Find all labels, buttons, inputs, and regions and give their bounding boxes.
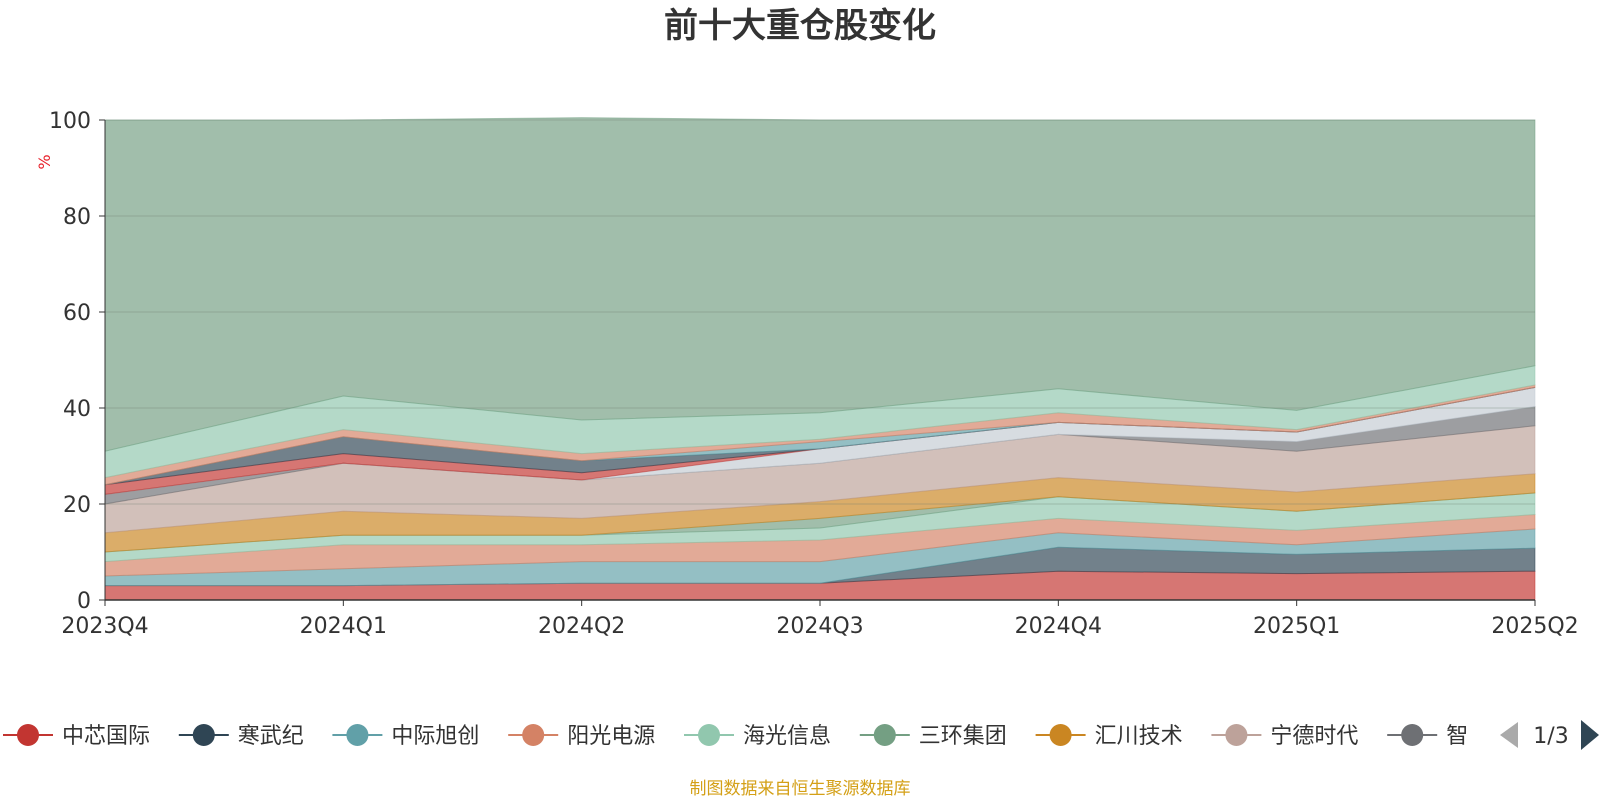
legend-marker-1 [192,724,215,746]
chart-title: 前十大重仓股变化 [664,6,936,46]
legend-next-page-icon[interactable] [1581,720,1599,750]
y-tick-label-0: 0 [77,589,91,614]
source-note: 制图数据来自恒生聚源数据库 [689,779,911,799]
legend-item-4[interactable]: 海光信息 [684,724,831,749]
x-tick-label-2: 2024Q2 [538,614,625,639]
legend-item-7[interactable]: 宁德时代 [1211,724,1358,749]
x-tick-label-3: 2024Q3 [776,614,863,639]
legend: 中芯国际寒武纪中际旭创阳光电源海光信息三环集团汇川技术宁德时代智飞1/3 [3,715,1599,755]
legend-label-2: 中际旭创 [391,724,479,749]
y-axis-label: % [35,154,54,169]
area-series-15 [104,117,1536,452]
legend-marker-3 [522,724,545,746]
legend-marker-0 [17,724,39,746]
x-tick-label-6: 2025Q2 [1491,614,1578,639]
legend-page-indicator: 1/3 [1533,724,1568,749]
legend-item-6[interactable]: 汇川技术 [1035,724,1183,749]
legend-marker-5 [873,724,896,746]
legend-label-6: 汇川技术 [1095,724,1183,749]
legend-item-3[interactable]: 阳光电源 [508,724,655,749]
legend-clip-cover [1468,715,1598,755]
legend-marker-2 [346,724,369,746]
x-tick-label-0: 2023Q4 [61,614,148,639]
legend-label-4: 海光信息 [743,724,831,749]
x-tick-label-1: 2024Q1 [300,614,387,639]
x-tick-label-4: 2024Q4 [1015,614,1102,639]
legend-item-2[interactable]: 中际旭创 [332,724,479,749]
legend-marker-8 [1401,724,1424,746]
legend-item-1[interactable]: 寒武纪 [178,724,304,749]
area-layers [104,117,1536,601]
legend-item-0[interactable]: 中芯国际 [3,724,150,749]
legend-label-5: 三环集团 [919,724,1007,749]
legend-prev-page-icon[interactable] [1500,722,1518,748]
y-tick-label-5: 100 [49,109,91,134]
legend-label-3: 阳光电源 [567,724,655,749]
grid-lines [105,119,1535,505]
axes: 0 20 40 60 80 100% 2023Q4 2024Q1 2024Q2 2024Q3 202… [35,109,1579,639]
legend-label-0: 中芯国际 [62,724,150,749]
legend-label-7: 宁德时代 [1270,724,1358,749]
y-tick-label-4: 80 [63,205,91,230]
y-tick-label-2: 40 [63,397,91,422]
y-tick-label-1: 20 [63,493,91,518]
legend-label-1: 寒武纪 [238,724,304,749]
legend-marker-7 [1225,724,1248,746]
x-tick-label-5: 2025Q1 [1253,614,1340,639]
legend-marker-4 [698,724,720,746]
legend-marker-6 [1049,724,1072,746]
y-tick-label-3: 60 [63,301,91,326]
legend-item-5[interactable]: 三环集团 [859,724,1007,749]
